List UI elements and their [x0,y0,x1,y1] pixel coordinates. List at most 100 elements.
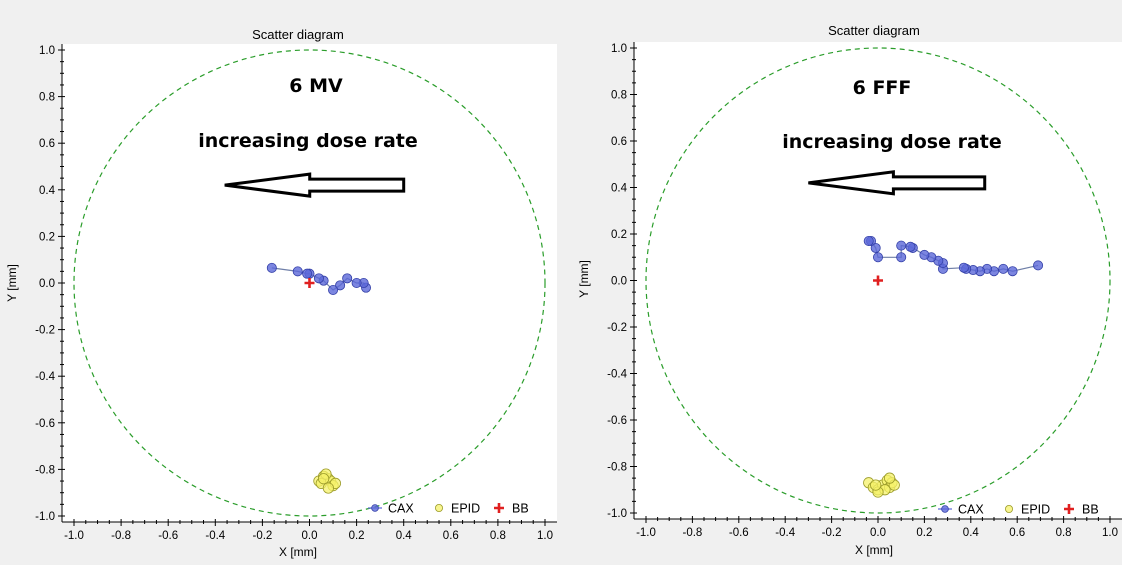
legend-epid-label: EPID [451,502,480,516]
x-tick-label: -0.6 [158,530,178,542]
y-tick-label: -0.8 [35,464,55,476]
cax-point [870,242,881,253]
y-tick-label: 0.2 [611,229,627,241]
x-tick-label: -0.4 [775,527,795,539]
cax-point [335,280,346,291]
y-axis-title: Y [mm] [5,264,19,302]
y-tick-label: -0.6 [35,418,55,430]
x-axis-title: X [mm] [279,545,317,559]
epid-point [883,472,896,484]
cax-point [958,262,969,273]
epid-point [318,473,330,485]
scatter-chart-6mv: Scatter diagram -1.0 -1.0 -0.8 -0.8 -0.6 -0.6 -… [5,27,557,559]
x-tick-label: 0.2 [349,530,365,542]
beam-label: 6 MV [289,75,343,97]
y-tick-label: 0.0 [611,276,627,288]
x-tick-label: -0.4 [205,530,225,542]
y-tick-label: -0.2 [35,325,55,337]
y-tick-label: -0.4 [607,369,627,381]
y-tick-label: 0.6 [39,138,55,150]
y-tick-label: -0.6 [607,415,627,427]
y-tick-label: 0.4 [611,183,628,195]
y-tick-label: 0.2 [39,231,55,243]
reference-circle [645,47,1111,514]
epid-point [322,482,334,494]
legend-bb-label: BB [512,502,529,516]
legend-bb-marker [1064,504,1074,514]
x-tick-label: -0.2 [252,530,272,542]
x-tick-label: 1.0 [537,530,553,542]
bb-marker [873,275,883,286]
x-tick-label: 0.6 [1009,527,1025,539]
y-tick-label: -0.4 [35,371,55,383]
chart-panel-6fff: Scatter diagram -1.0 -1.0 -0.8 -0.8 -0.6 -0.6 -… [566,0,1122,565]
epid-point [870,479,882,491]
cax-point [1033,260,1044,271]
legend-cax-label: CAX [958,503,984,517]
x-tick-label: 0.0 [870,527,886,539]
legend: CAX EPID BB [368,502,529,516]
x-tick-label: -0.6 [729,527,749,539]
cax-point [266,262,277,273]
cax-point [342,273,353,284]
cax-point [896,240,907,251]
x-tick-label: 1.0 [1102,527,1118,539]
legend-bb-label: BB [1082,503,1099,517]
annotation-text: increasing dose rate [782,131,1002,153]
x-tick-label: 0.6 [443,530,459,542]
y-axis-title: Y [mm] [577,260,591,298]
legend-epid-marker [1004,504,1013,513]
cax-point [351,277,362,288]
cax-point [863,235,874,246]
beam-label: 6 FFF [853,77,912,99]
y-tick-label: -0.8 [607,462,627,474]
cax-point [905,241,916,252]
x-tick-label: 0.0 [302,530,318,542]
y-tick-label: 1.0 [611,43,627,55]
y-tick-label: -1.0 [607,508,627,520]
x-tick-label: -1.0 [636,527,656,539]
y-tick-label: -1.0 [35,511,55,523]
x-tick-label: -0.8 [111,530,131,542]
legend-cax-marker [371,504,379,512]
x-tick-label: -0.8 [682,527,702,539]
cax-point [998,263,1009,274]
x-tick-label: -0.2 [822,527,842,539]
y-tick-label: 0.0 [39,278,55,290]
chart-title: Scatter diagram [828,23,920,38]
direction-arrow [808,170,987,196]
cax-point [292,266,303,277]
x-tick-label: 0.8 [490,530,506,542]
x-tick-label: -1.0 [64,530,84,542]
cax-point [919,249,930,260]
legend-epid-label: EPID [1021,503,1050,517]
y-tick-label: -0.2 [607,322,627,334]
cax-point [896,252,907,263]
cax-point [328,284,339,295]
y-tick-label: 0.8 [611,90,627,102]
x-tick-label: 0.4 [396,530,413,542]
x-tick-label: 0.8 [1056,527,1072,539]
y-tick-label: 0.4 [39,185,56,197]
cax-point [872,252,883,263]
cax-point [302,268,313,279]
direction-arrow [224,172,406,198]
reference-circle [73,49,546,517]
y-tick-label: 0.8 [39,92,55,104]
chart-title: Scatter diagram [252,27,344,42]
legend-epid-marker [434,503,443,512]
y-tick-label: 1.0 [39,45,55,57]
x-tick-label: 0.4 [963,527,980,539]
legend-cax-label: CAX [388,502,414,516]
cax-point [313,273,324,284]
bb-marker [304,278,315,288]
scatter-chart-6fff: Scatter diagram -1.0 -1.0 -0.8 -0.8 -0.6 -0.6 -… [577,23,1122,557]
chart-panel-6mv: Scatter diagram -1.0 -1.0 -0.8 -0.8 -0.6 -0.6 -… [0,0,558,565]
cax-point [1007,266,1018,277]
annotation-text: increasing dose rate [198,130,418,152]
legend-bb-marker [494,503,504,513]
legend-cax-marker [941,505,949,513]
legend: CAX EPID BB [938,503,1099,517]
x-tick-label: 0.2 [916,527,932,539]
